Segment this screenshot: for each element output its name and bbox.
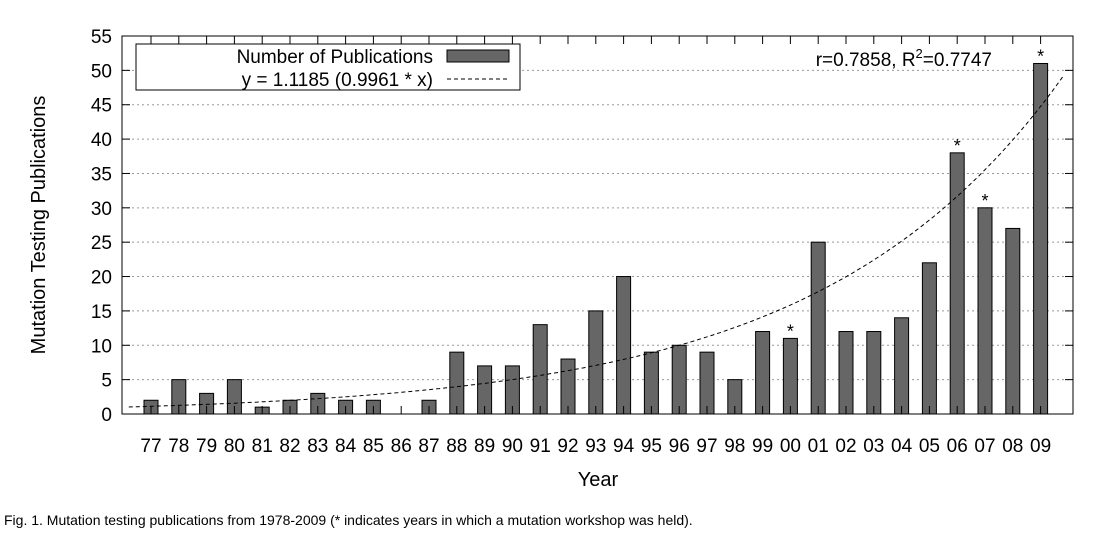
bar	[866, 331, 882, 415]
bar	[560, 358, 576, 415]
x-tick-label: 90	[502, 436, 523, 457]
x-tick-label: 05	[919, 436, 940, 457]
bar	[1005, 227, 1021, 415]
y-tick-label: 50	[91, 61, 112, 82]
x-tick-label: 86	[391, 436, 412, 457]
y-tick-label: 20	[91, 268, 112, 289]
workshop-marker: *	[1037, 46, 1044, 66]
y-tick-label: 0	[101, 405, 112, 426]
x-tick-label: 80	[224, 436, 245, 457]
x-tick-label: 81	[252, 436, 273, 457]
y-tick-label: 25	[91, 233, 112, 254]
y-tick-label: 30	[91, 199, 112, 220]
figure-caption: Fig. 1. Mutation testing publications fr…	[4, 512, 693, 528]
bar	[643, 351, 659, 415]
bars	[143, 62, 1049, 415]
x-tick-label: 89	[474, 436, 495, 457]
bar	[810, 241, 826, 415]
legend-swatch-bars	[446, 49, 510, 63]
x-tick-label: 00	[780, 436, 801, 457]
y-axis: 0 5 10 15 20 25 30 35 40 45 50 55	[91, 27, 1073, 426]
y-tick-label: 10	[91, 336, 112, 357]
x-tick-label: 07	[974, 436, 995, 457]
workshop-marker: *	[787, 321, 794, 341]
y-tick-label: 45	[91, 96, 112, 117]
x-tick-label: 95	[641, 436, 662, 457]
x-tick-label: 82	[279, 436, 300, 457]
bar	[977, 207, 993, 415]
bar	[449, 351, 465, 415]
bar	[894, 317, 910, 415]
workshop-marker: *	[981, 191, 988, 211]
x-tick-label: 91	[530, 436, 551, 457]
x-tick-label: 93	[585, 436, 606, 457]
x-tick-label: 03	[863, 436, 884, 457]
workshop-markers: * * * *	[787, 46, 1044, 341]
x-tick-label: 83	[307, 436, 328, 457]
y-tick-label: 40	[91, 130, 112, 151]
x-axis: 77 78 79 80 81 82 83 84 85 86 87 88 89 90 91 92 93 94 95 96…	[140, 36, 1051, 457]
bar	[1033, 62, 1049, 415]
workshop-marker: *	[954, 136, 961, 156]
y-axis-title: Mutation Testing Publications	[28, 96, 50, 355]
x-tick-label: 02	[835, 436, 856, 457]
x-tick-label: 88	[446, 436, 467, 457]
x-tick-label: 08	[1002, 436, 1023, 457]
x-tick-label: 84	[335, 436, 357, 457]
legend: Number of Publications y = 1.1185 (0.996…	[135, 43, 521, 91]
y-tick-label: 35	[91, 164, 112, 185]
bar	[616, 276, 632, 415]
x-tick-label: 99	[752, 436, 773, 457]
bar	[921, 262, 937, 415]
bar	[755, 331, 771, 415]
correlation-annotation: r=0.7858, R2=0.7747	[816, 46, 992, 71]
x-tick-label: 01	[808, 436, 829, 457]
x-tick-label: 09	[1030, 436, 1051, 457]
x-tick-label: 06	[947, 436, 968, 457]
bar	[532, 324, 548, 415]
x-tick-label: 77	[140, 436, 161, 457]
bar	[699, 351, 715, 415]
x-tick-label: 94	[613, 436, 635, 457]
y-tick-label: 55	[91, 27, 112, 48]
plot-frame	[121, 35, 1074, 415]
bar	[671, 344, 687, 415]
trend-line	[128, 76, 1064, 408]
bar	[588, 310, 604, 415]
x-tick-label: 04	[891, 436, 913, 457]
trend-curve	[128, 76, 1064, 408]
bar	[949, 152, 965, 415]
bar	[782, 337, 798, 415]
y-tick-label: 15	[91, 302, 112, 323]
legend-label-trend: y = 1.1185 (0.9961 * x)	[242, 70, 433, 91]
bar	[838, 331, 854, 415]
y-tick-label: 5	[101, 371, 112, 392]
x-tick-label: 79	[196, 436, 217, 457]
x-axis-title: Year	[578, 469, 619, 491]
x-tick-label: 87	[418, 436, 439, 457]
legend-label-bars: Number of Publications	[237, 47, 433, 68]
x-tick-label: 78	[168, 436, 189, 457]
x-tick-label: 92	[557, 436, 578, 457]
x-tick-label: 98	[724, 436, 745, 457]
x-tick-label: 96	[669, 436, 690, 457]
x-tick-label: 97	[696, 436, 717, 457]
x-tick-label: 85	[363, 436, 384, 457]
